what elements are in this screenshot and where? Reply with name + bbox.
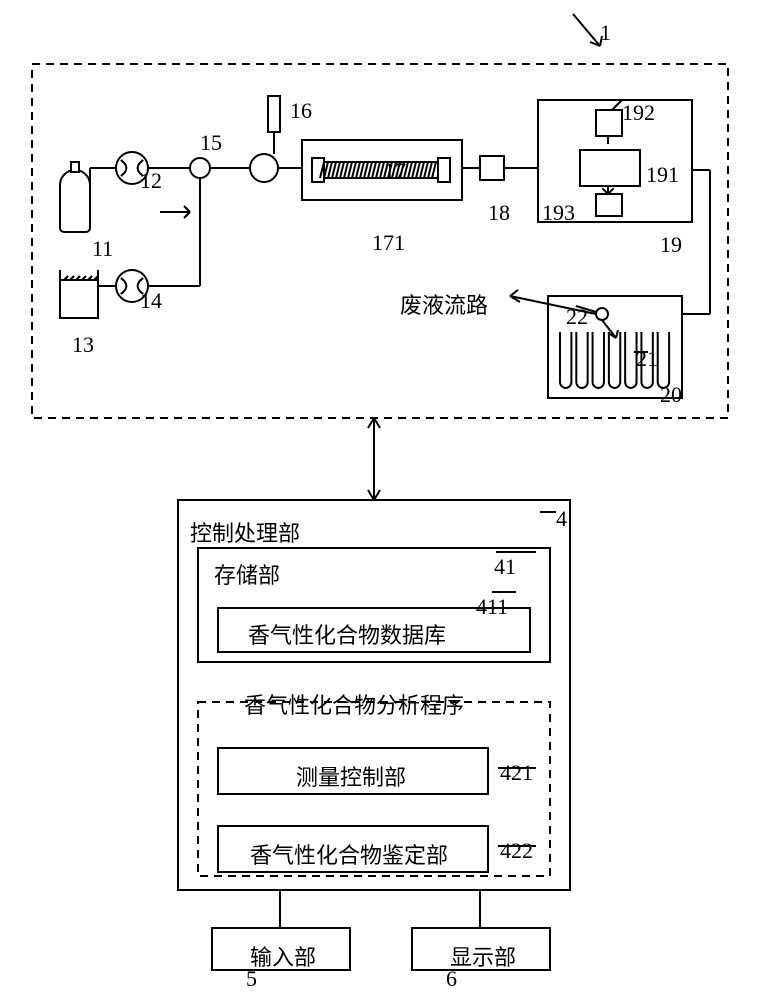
label-l41: 41 (494, 554, 516, 580)
label-display: 显示部 (450, 940, 516, 972)
label-l18: 18 (488, 200, 510, 226)
label-l21: 21 (636, 346, 658, 372)
label-program: 香气性化合物分析程序 (244, 688, 464, 720)
label-l22: 22 (566, 304, 588, 330)
label-ctrlproc: 控制处理部 (190, 516, 300, 548)
label-waste: 废液流路 (400, 288, 488, 320)
label-l193: 193 (542, 200, 575, 226)
label-l1: 1 (600, 20, 611, 46)
label-l191: 191 (646, 162, 679, 188)
label-l411: 411 (476, 594, 508, 620)
label-l15: 15 (200, 130, 222, 156)
label-input: 输入部 (250, 940, 316, 972)
label-l171: 171 (372, 230, 405, 256)
label-storage: 存储部 (214, 558, 280, 590)
label-l19: 19 (660, 232, 682, 258)
label-l192: 192 (622, 100, 655, 126)
label-l4: 4 (556, 506, 567, 532)
label-l12: 12 (140, 168, 162, 194)
label-l422: 422 (500, 838, 533, 864)
label-l13: 13 (72, 332, 94, 358)
label-ident: 香气性化合物鉴定部 (250, 838, 448, 870)
label-l16: 16 (290, 98, 312, 124)
label-l11: 11 (92, 236, 113, 262)
label-measctrl: 测量控制部 (296, 760, 406, 792)
label-l14: 14 (140, 288, 162, 314)
label-l421: 421 (500, 760, 533, 786)
label-l17: 17 (384, 158, 406, 184)
label-l20: 20 (660, 382, 682, 408)
label-db: 香气性化合物数据库 (248, 618, 446, 650)
